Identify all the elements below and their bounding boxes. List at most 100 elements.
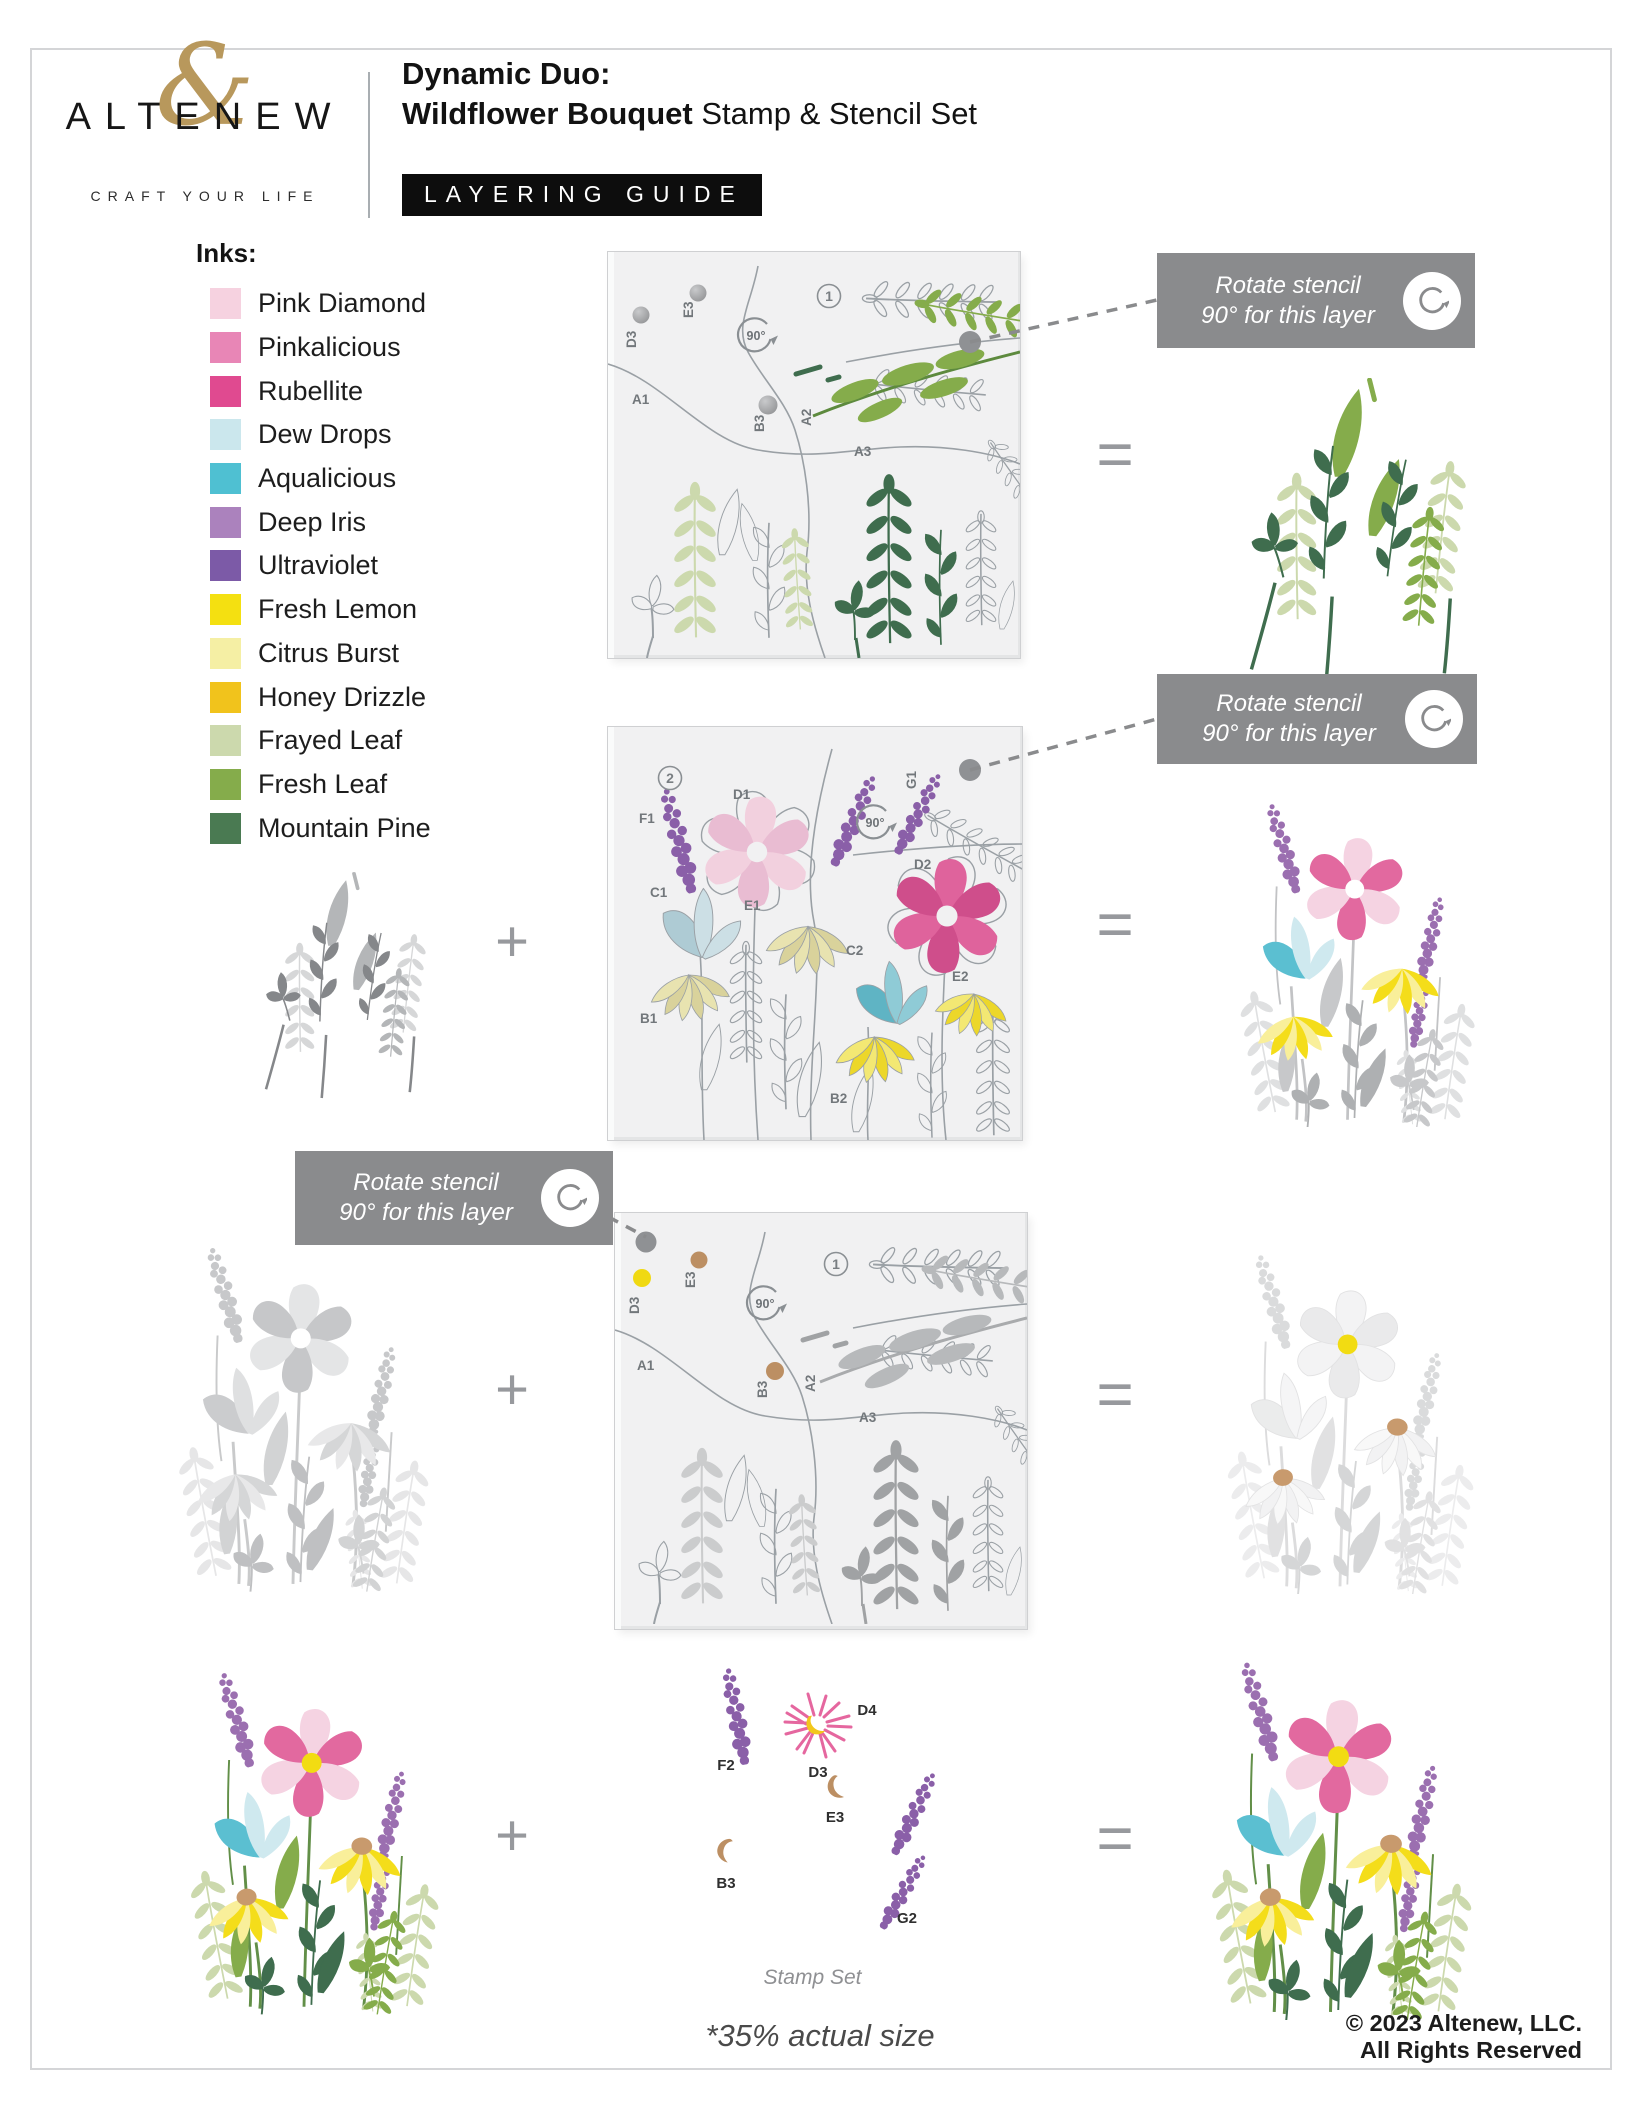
ink-swatch <box>210 550 241 582</box>
stamp-label-d3: D3 <box>808 1764 827 1781</box>
ink-legend: Pink Diamond Pinkalicious Rubellite Dew Dro… <box>210 282 431 850</box>
callout-text-line1: Rotate stencil <box>1215 271 1361 299</box>
ink-legend-item: Citrus Burst <box>210 632 431 676</box>
step-number-circle <box>657 765 683 791</box>
input-bouquet-color <box>160 1648 448 2016</box>
ink-swatch <box>210 681 241 713</box>
stamp-label-g2: G2 <box>897 1910 917 1927</box>
header-divider <box>368 72 370 218</box>
callout-anchor-dot <box>959 331 981 353</box>
inks-heading: Inks: <box>196 238 257 268</box>
stencil-panel-3-art: 1 90° D3 E3 A1 B3 A2 A3 <box>615 1213 1027 1629</box>
stencil-label-d2: D2 <box>914 857 931 872</box>
title-product-name: Wildflower Bouquet <box>402 96 693 131</box>
stencil-label-a1: A1 <box>632 392 650 407</box>
input-bouquet-gray <box>148 1222 438 1594</box>
ink-swatch <box>210 812 241 844</box>
ink-name: Dew Drops <box>258 419 392 450</box>
registration-dot <box>758 395 778 415</box>
stencil-label-a1: A1 <box>637 1358 655 1373</box>
stencil-label-d1: D1 <box>733 787 751 802</box>
ink-name: Mountain Pine <box>258 812 431 843</box>
ink-swatch <box>210 637 241 669</box>
ink-legend-item: Dew Drops <box>210 413 431 457</box>
callout-text-line2: 90° for this layer <box>1202 720 1376 747</box>
stencil-label-f1: F1 <box>639 811 655 826</box>
rotate-callout-2: Rotate stencil 90° for this layer <box>1157 674 1477 764</box>
equals-sign-row4: = <box>1096 1802 1134 1874</box>
page-title-line2: Wildflower Bouquet Stamp & Stencil Set <box>402 96 977 132</box>
rotation-label: 90° <box>866 816 885 830</box>
stencil-label-a3: A3 <box>859 1410 877 1425</box>
plus-sign-row4: + <box>495 1803 529 1868</box>
stencil-panel-1: 1 90° D3 E3 A1 B3 A2 A3 <box>608 252 1020 658</box>
copyright-line1: © 2023 Altenew, LLC. <box>1345 2010 1582 2036</box>
stencil-label-b3: B3 <box>755 1380 770 1398</box>
ink-swatch <box>210 288 241 320</box>
stencil-panel-2: 2 90° F1 D1 C1 E1 B1 G1 D2 C2 E2 B2 <box>608 727 1022 1140</box>
rotate-callout-1: Rotate stencil 90° for this layer <box>1157 253 1475 348</box>
rotate-arrow-icon <box>1403 271 1461 330</box>
stamp-starburst-d4 <box>783 1692 853 1759</box>
stamp-crescent-b3 <box>712 1835 741 1864</box>
stencil-label-e3: E3 <box>681 301 696 318</box>
ink-legend-item: Deep Iris <box>210 500 431 544</box>
ink-legend-item: Aqualicious <box>210 457 431 501</box>
rotate-arrow-icon <box>541 1169 599 1227</box>
ink-dot-tan <box>766 1362 784 1380</box>
input-foliage-gray <box>222 872 442 1107</box>
ink-name: Pink Diamond <box>258 288 427 319</box>
ink-legend-item: Honey Drizzle <box>210 675 431 719</box>
equals-sign-row2: = <box>1096 888 1134 960</box>
stencil-label-b2: B2 <box>830 1091 847 1106</box>
stencil-label-a3: A3 <box>854 444 872 459</box>
ink-swatch <box>210 463 241 495</box>
stencil-label-c2: C2 <box>846 943 863 958</box>
registration-dot <box>689 284 707 302</box>
final-bouquet-color <box>1178 1638 1483 2020</box>
ink-legend-item: Rubellite <box>210 369 431 413</box>
scale-note: *35% actual size <box>705 2018 935 2053</box>
stencil-panel-3: 1 90° D3 E3 A1 B3 A2 A3 <box>615 1213 1027 1629</box>
stamp-label-e3: E3 <box>826 1809 844 1826</box>
stencil-panel-2-art: 2 90° F1 D1 C1 E1 B1 G1 D2 C2 E2 B2 <box>639 748 1022 1140</box>
altenew-ampersand-logo-icon: & <box>155 21 255 151</box>
equals-sign-row1: = <box>1096 418 1134 490</box>
rotate-callout-3: Rotate stencil 90° for this layer <box>295 1151 613 1245</box>
step-number: 1 <box>825 288 833 304</box>
ink-dot-tan <box>690 1251 708 1269</box>
callout-anchor-dot <box>635 1231 657 1253</box>
callout-anchor-dot <box>959 759 981 781</box>
ink-name: Ultraviolet <box>258 550 379 581</box>
ink-name: Honey Drizzle <box>258 681 427 712</box>
copyright-line2: All Rights Reserved <box>1359 2037 1582 2063</box>
ink-name: Aqualicious <box>258 463 397 494</box>
stencil-label-d3: D3 <box>627 1296 642 1314</box>
callout-text-line2: 90° for this layer <box>1201 301 1375 329</box>
stencil-label-e3: E3 <box>683 1271 698 1288</box>
equals-sign-row3: = <box>1096 1358 1134 1430</box>
ink-swatch <box>210 506 241 538</box>
stamp-lavender-f2 <box>718 1666 755 1767</box>
ink-swatch <box>210 332 241 364</box>
ink-name: Pinkalicious <box>258 332 401 363</box>
page-frame <box>30 48 1612 2070</box>
title-product-suffix: Stamp & Stencil Set <box>692 96 978 131</box>
stencil-label-a2: A2 <box>799 409 814 426</box>
registration-dot <box>632 306 650 324</box>
copyright: © 2023 Altenew, LLC. All Rights Reserved <box>1180 2010 1582 2064</box>
callout-text-line1: Rotate stencil <box>1216 690 1362 717</box>
result-bouquet-flowers-on-gray <box>1205 782 1490 1127</box>
brand-name: ALTENEW <box>65 96 345 138</box>
ink-swatch <box>210 375 241 407</box>
rotation-label: 90° <box>747 329 766 343</box>
page-title-line1: Dynamic Duo: <box>402 56 611 91</box>
ink-swatch <box>210 725 241 757</box>
ink-legend-item: Mountain Pine <box>210 806 431 850</box>
callout-text-line2: 90° for this layer <box>339 1199 513 1226</box>
ink-swatch <box>210 768 241 800</box>
stencil-label-b1: B1 <box>640 1011 658 1026</box>
ink-name: Fresh Leaf <box>258 768 388 799</box>
rotate-arrow-icon <box>1405 690 1463 748</box>
stencil-panel-1-art: 1 90° D3 E3 A1 B3 A2 A3 <box>608 252 1020 658</box>
